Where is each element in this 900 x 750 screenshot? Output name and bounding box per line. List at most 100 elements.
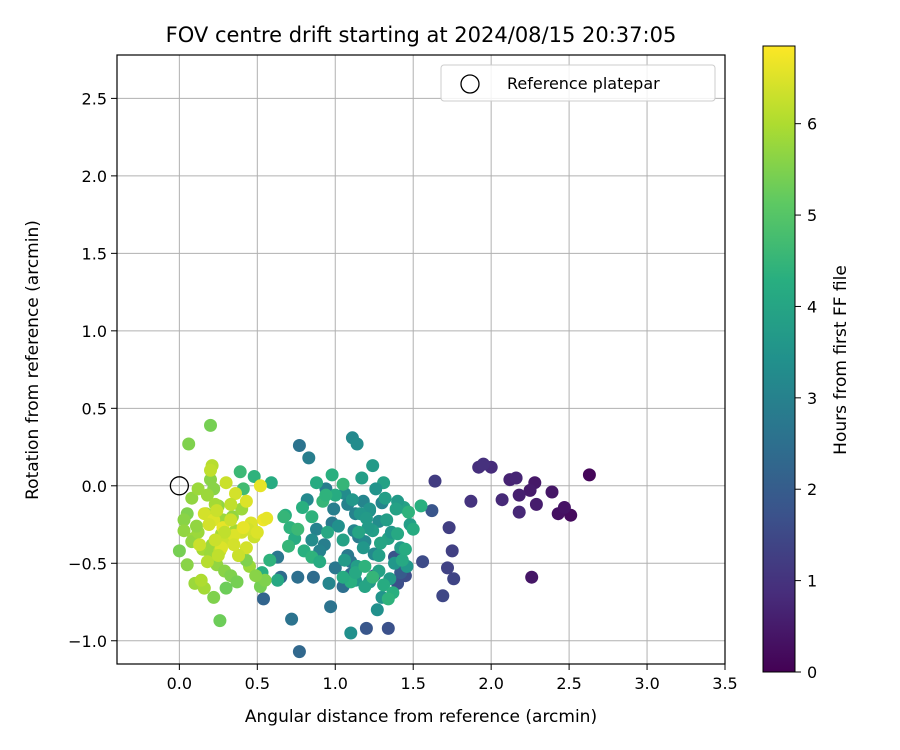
data-point — [436, 589, 450, 603]
data-point — [509, 471, 523, 485]
data-point — [380, 513, 394, 527]
data-point — [213, 614, 227, 628]
data-point — [495, 493, 509, 507]
data-point — [425, 504, 439, 518]
data-point — [285, 612, 299, 626]
x-axis-ticks: 0.0 0.5 1.0 1.5 2.0 2.5 3.0 3.5 — [167, 664, 738, 693]
data-point — [191, 482, 205, 496]
colorbar-tick-label: 1 — [807, 572, 817, 591]
data-point — [207, 590, 221, 604]
data-point — [331, 519, 345, 533]
data-point — [204, 463, 217, 477]
data-point — [264, 476, 278, 490]
data-point — [200, 555, 214, 569]
data-point — [336, 533, 350, 547]
data-point — [219, 476, 233, 490]
data-point — [402, 505, 415, 519]
y-axis-ticks: −1.0 −0.5 0.0 0.5 1.0 1.5 2.0 2.5 — [68, 89, 117, 651]
colorbar-tick-label: 6 — [807, 115, 817, 134]
x-tick-label: 3.0 — [634, 674, 659, 693]
data-point — [349, 566, 362, 580]
data-point — [305, 533, 319, 547]
data-point — [345, 493, 359, 507]
colorbar-tick-label: 3 — [807, 389, 817, 408]
data-point — [512, 505, 526, 519]
data-point — [177, 524, 191, 538]
x-tick-label: 2.0 — [478, 674, 503, 693]
data-point — [305, 510, 319, 524]
data-point — [447, 572, 461, 586]
data-point — [523, 483, 537, 497]
data-point — [239, 494, 253, 508]
data-point — [233, 465, 247, 479]
legend-box — [440, 64, 716, 102]
data-point — [224, 497, 238, 511]
data-point — [190, 519, 203, 533]
data-point — [219, 581, 233, 595]
legend-marker-icon — [460, 74, 480, 94]
colorbar-tick-label: 2 — [807, 480, 817, 499]
data-point — [310, 522, 323, 536]
scatter-points — [172, 418, 596, 659]
data-point — [344, 626, 358, 640]
data-point — [328, 488, 342, 502]
colorbar-tick-label: 0 — [807, 663, 817, 682]
data-point — [257, 592, 270, 606]
data-point — [545, 485, 559, 499]
data-point — [377, 578, 391, 592]
data-point — [200, 488, 214, 502]
data-point — [185, 491, 199, 505]
data-point — [442, 521, 456, 535]
reference-marker — [169, 476, 190, 496]
legend-entry-label: Reference platepar — [507, 74, 660, 93]
data-point — [322, 576, 336, 590]
y-tick-label: 1.5 — [82, 244, 107, 263]
y-tick-label: 2.0 — [82, 167, 107, 186]
data-point — [224, 513, 238, 527]
data-point — [359, 621, 373, 635]
data-point — [366, 459, 380, 473]
y-axis-label: Rotation from reference (arcmin) — [23, 220, 43, 500]
data-point — [292, 645, 306, 659]
data-point — [313, 555, 327, 569]
data-point — [247, 470, 261, 483]
colorbar-tick-label: 5 — [807, 206, 817, 225]
data-point — [512, 488, 526, 502]
data-point — [210, 504, 224, 518]
data-point — [372, 549, 386, 562]
data-point — [406, 522, 420, 536]
data-point — [378, 491, 392, 505]
data-point — [218, 525, 232, 539]
data-point — [194, 573, 208, 587]
y-tick-label: 0.0 — [82, 477, 107, 496]
data-point — [557, 501, 571, 514]
colorbar-label: Hours from first FF file — [831, 265, 851, 455]
data-point — [381, 592, 395, 606]
data-point — [182, 437, 196, 451]
y-tick-label: 2.5 — [82, 89, 107, 108]
data-point — [356, 541, 370, 555]
data-point — [306, 570, 320, 584]
data-point — [227, 538, 241, 552]
colorbar — [762, 45, 796, 673]
data-point — [395, 553, 409, 567]
data-point — [398, 542, 412, 556]
grid-lines — [117, 55, 726, 664]
x-tick-label: 0.0 — [167, 674, 192, 693]
data-point — [325, 468, 339, 482]
y-tick-label: −0.5 — [68, 554, 107, 573]
data-point — [180, 558, 194, 572]
data-point — [250, 525, 264, 539]
data-point — [236, 521, 250, 535]
y-tick-label: 0.5 — [82, 399, 107, 418]
data-point — [319, 488, 333, 502]
data-point — [358, 559, 372, 573]
x-axis-label: Angular distance from reference (arcmin) — [245, 707, 597, 727]
chart-title: FOV centre drift starting at 2024/08/15 … — [166, 23, 677, 47]
data-point — [355, 471, 369, 485]
y-tick-label: 1.0 — [82, 322, 107, 341]
data-point — [302, 451, 316, 465]
data-point — [277, 510, 291, 524]
data-point — [193, 538, 207, 552]
